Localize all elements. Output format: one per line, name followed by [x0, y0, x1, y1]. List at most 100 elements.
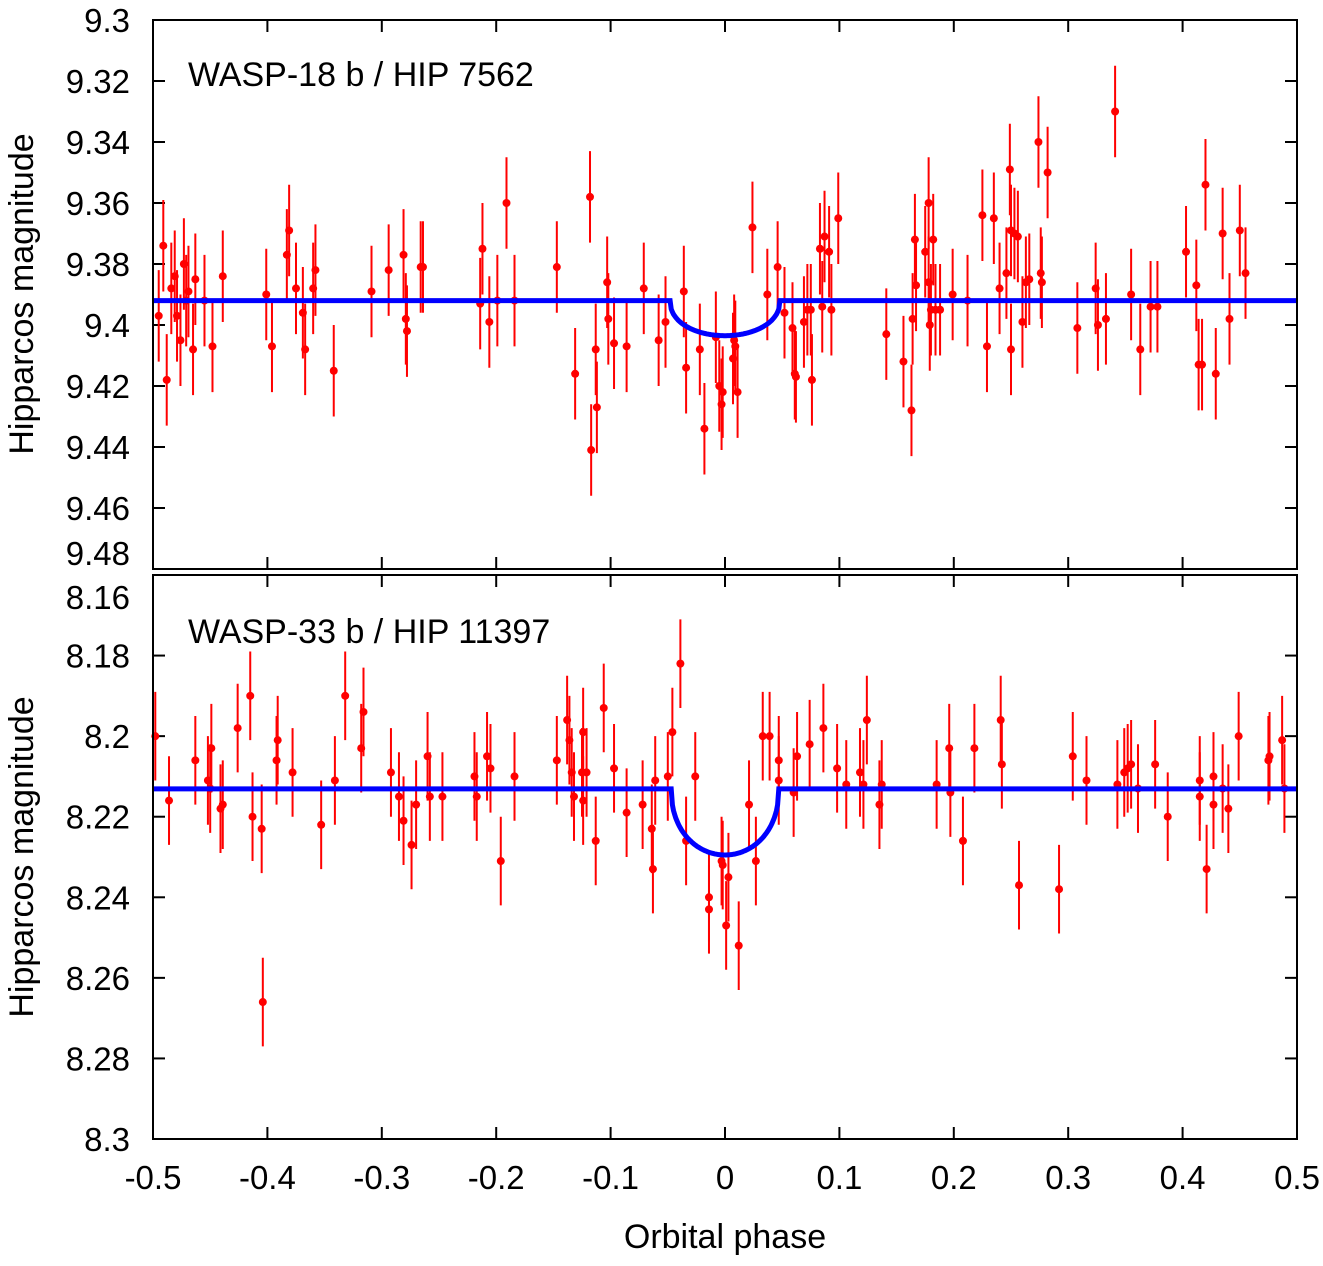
data-point — [825, 247, 834, 256]
data-point — [925, 321, 934, 329]
data-point — [982, 342, 991, 351]
data-point — [502, 199, 511, 207]
data-point — [165, 796, 174, 805]
y-tick-label: 9.4 — [84, 307, 130, 344]
data-point — [592, 403, 601, 412]
x-tick-label: 0.3 — [1045, 1159, 1091, 1196]
data-point — [1265, 752, 1274, 761]
data-point — [663, 772, 672, 781]
data-point — [799, 317, 808, 326]
data-point — [1195, 792, 1204, 801]
data-point — [1241, 269, 1250, 278]
data-point — [258, 998, 267, 1007]
data-point — [908, 314, 917, 323]
data-point — [691, 772, 700, 781]
data-point — [248, 812, 257, 821]
x-tick-label: -0.3 — [353, 1159, 410, 1196]
y-tick-label: 9.38 — [66, 246, 130, 283]
data-point — [997, 760, 1006, 769]
data-point — [622, 342, 631, 351]
data-point — [233, 724, 242, 733]
data-point — [1224, 804, 1233, 813]
data-point — [191, 756, 200, 765]
data-point — [638, 800, 647, 809]
y-tick-label: 9.48 — [66, 535, 130, 572]
data-point — [262, 290, 271, 299]
data-point — [394, 792, 403, 801]
data-point — [676, 659, 685, 668]
data-point — [1111, 107, 1120, 116]
data-point — [1036, 269, 1045, 278]
data-point — [418, 263, 427, 272]
data-point — [718, 388, 727, 397]
data-point — [191, 275, 200, 284]
y-tick-label: 9.34 — [66, 124, 130, 161]
data-point — [929, 235, 938, 244]
data-point — [1136, 345, 1145, 354]
plot-frame — [152, 19, 1298, 570]
data-point — [899, 357, 908, 366]
data-point — [958, 836, 967, 845]
data-point — [1202, 865, 1211, 874]
data-point — [924, 199, 933, 207]
data-point — [301, 345, 310, 354]
y-tick-label: 9.3 — [84, 2, 130, 39]
data-point — [162, 375, 171, 384]
data-point — [622, 808, 631, 817]
data-point — [695, 345, 704, 354]
data-point — [591, 345, 600, 354]
data-point — [218, 272, 227, 281]
data-point — [1127, 760, 1136, 769]
data-point — [341, 691, 350, 700]
data-point — [647, 824, 656, 833]
y-tick-label: 9.46 — [66, 490, 130, 527]
data-point — [173, 311, 182, 320]
data-point — [586, 192, 595, 201]
panel-wasp-18: 9.3 9.32 9.34 9.36 9.38 9.4 9.42 9.44 9.46 9.48 — [66, 2, 1298, 572]
data-point — [412, 800, 421, 809]
y-tick-label: 9.42 — [66, 368, 130, 405]
data-point — [1015, 881, 1024, 890]
data-point — [661, 317, 670, 326]
data-point — [1163, 812, 1172, 821]
data-point — [910, 235, 919, 244]
data-point — [651, 776, 660, 785]
data-point — [996, 716, 1005, 725]
data-point — [912, 281, 921, 290]
data-point — [780, 308, 789, 317]
y-tick-label: 9.44 — [66, 429, 130, 466]
data-point — [818, 302, 827, 311]
data-point — [311, 266, 320, 275]
data-point — [995, 284, 1004, 293]
data-point — [1153, 302, 1162, 311]
data-point — [793, 752, 802, 761]
data-point — [1278, 736, 1287, 745]
data-point — [189, 345, 198, 354]
data-point — [1013, 232, 1022, 241]
data-point — [978, 211, 987, 220]
data-point — [272, 756, 281, 765]
data-point — [1101, 314, 1110, 323]
data-point — [648, 865, 657, 874]
data-point — [591, 836, 600, 845]
data-point — [668, 728, 677, 737]
data-point — [438, 792, 447, 801]
data-point — [257, 824, 266, 833]
data-point — [1005, 165, 1014, 174]
data-point — [399, 250, 408, 259]
data-point — [833, 764, 842, 773]
y-tick-label: 8.18 — [66, 638, 130, 675]
data-point — [679, 287, 688, 296]
data-point — [763, 290, 772, 299]
data-point — [587, 446, 596, 455]
data-point — [882, 330, 891, 339]
data-point — [1037, 278, 1046, 287]
x-axis-title: Orbital phase — [624, 1218, 826, 1256]
data-point — [1218, 229, 1227, 238]
data-point — [1034, 138, 1043, 146]
data-point — [717, 400, 726, 409]
data-point — [571, 369, 580, 378]
data-point — [604, 314, 613, 323]
y-tick-label: 8.26 — [66, 960, 130, 997]
